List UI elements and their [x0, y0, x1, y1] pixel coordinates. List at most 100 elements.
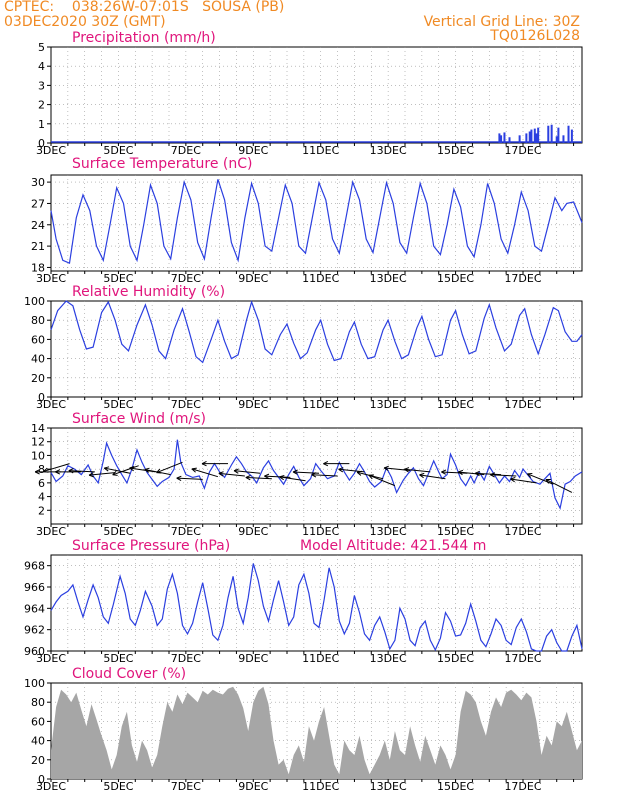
- panel-3-xtick-label: 3DEC: [36, 398, 66, 411]
- panel-4-wind-arrow: [176, 477, 203, 480]
- panel-6-xtick-label: 7DEC: [171, 780, 201, 793]
- panel-3-xtick-label: 7DEC: [171, 398, 201, 411]
- panel-1-precip-bar: [525, 133, 528, 143]
- panel-4-ytick-label: 2: [38, 504, 45, 517]
- panel-1-ytick-label: 2: [38, 99, 45, 112]
- panel-3-title: Relative Humidity (%): [72, 284, 225, 300]
- panel-4-wind-arrowhead: [383, 465, 389, 471]
- panel-3-series-line: [50, 300, 583, 364]
- panel-1-xtick-label: 11DEC: [302, 144, 339, 157]
- panel-3-xtick-label: 17DEC: [504, 398, 541, 411]
- panel-1-precip-bar: [562, 135, 565, 143]
- panel-3-ytick-label: 40: [31, 353, 45, 366]
- panel-2-ytick-label: 21: [31, 240, 45, 253]
- panel-6-xtick-label: 5DEC: [103, 780, 133, 793]
- panel-4-wind-arrowhead: [144, 467, 150, 473]
- panel-4-wind-arrowhead: [43, 467, 49, 473]
- header-grid-note: Vertical Grid Line: 30Z: [423, 14, 580, 30]
- panel-4-wind-arrow: [112, 465, 139, 476]
- panel-4-ytick-label: 12: [31, 436, 45, 449]
- panel-4-wind-arrow: [264, 475, 291, 478]
- panel-4-wind-arrowhead: [323, 461, 329, 467]
- panel-1-xtick-label: 9DEC: [238, 144, 268, 157]
- panel-2-series-line: [50, 179, 583, 265]
- panel-6-cloud-area: [51, 686, 582, 779]
- panel-6-ytick-label: 20: [31, 754, 45, 767]
- panel-5-xtick-label: 5DEC: [103, 652, 133, 665]
- panel-1-precip-bar: [535, 133, 538, 143]
- panel-3-xtick-label: 15DEC: [437, 398, 474, 411]
- panel-1-xtick-label: 3DEC: [36, 144, 66, 157]
- panel-5-ytick-label: 964: [24, 602, 45, 615]
- panel-4-wind-arrowhead: [441, 469, 447, 475]
- panel-1-xtick-label: 7DEC: [171, 144, 201, 157]
- panel-4-title: Surface Wind (m/s): [72, 411, 206, 427]
- panel-2-frame: [50, 174, 583, 272]
- panel-1-ytick-label: 1: [38, 118, 45, 131]
- panel-4-wind-arrow: [545, 479, 573, 493]
- panel-4-wind-arrowhead: [490, 472, 496, 478]
- panel-1-precip-bar: [500, 135, 503, 143]
- panel-1-xtick-label: 5DEC: [103, 144, 133, 157]
- panel-6-xtick-label: 13DEC: [370, 780, 407, 793]
- panel-1-precip-bar: [537, 127, 540, 143]
- panel-4-frame: [50, 427, 583, 525]
- panel-4-wind-arrow: [156, 461, 183, 474]
- panel-4-wind-arrowhead: [218, 471, 224, 477]
- panel-4-xtick-label: 7DEC: [171, 525, 201, 538]
- panel-4-series-line: [50, 439, 583, 511]
- panel-4-wind-arrowhead: [526, 472, 533, 478]
- panel-5-xtick-label: 15DEC: [437, 652, 474, 665]
- panel-4-xtick-label: 13DEC: [370, 525, 407, 538]
- panel-4-wind-arrowhead: [404, 467, 410, 473]
- panel-6-xtick-label: 9DEC: [238, 780, 268, 793]
- panel-2-xtick-label: 5DEC: [103, 272, 133, 285]
- panel-4-xtick-label: 17DEC: [504, 525, 541, 538]
- panel-4-wind-arrowhead: [176, 475, 182, 481]
- panel-3-xtick-label: 13DEC: [370, 398, 407, 411]
- header-run-date: 03DEC2020 30Z (GMT): [4, 14, 166, 30]
- panel-3-ytick-label: 100: [24, 295, 45, 308]
- panel-1-precip-bar: [508, 137, 511, 143]
- panel-1-ytick-label: 0: [38, 137, 45, 150]
- panel-4-wind-arrow: [311, 474, 338, 477]
- panel-4-wind-arrowhead: [338, 467, 344, 473]
- panel-4-wind-arrow: [404, 468, 431, 473]
- panel-4-wind-arrowhead: [474, 470, 480, 477]
- panel-6-title: Cloud Cover (%): [72, 666, 186, 682]
- panel-1-precip-bar: [503, 132, 506, 143]
- panel-4-wind-arrow: [527, 473, 554, 485]
- panel-4-wind-arrow: [104, 467, 131, 474]
- panel-4-ytick-label: 14: [31, 422, 45, 435]
- panel-1-title: Precipitation (mm/h): [72, 30, 216, 46]
- panel-1-ytick-label: 4: [38, 60, 45, 73]
- panel-4-wind-arrowhead: [112, 470, 118, 476]
- panel-5-ytick-label: 968: [24, 560, 45, 573]
- panel-5-ytick-label: 960: [24, 645, 45, 658]
- panel-4-wind-arrow: [475, 472, 502, 476]
- panel-4-wind-arrow: [68, 470, 95, 473]
- panel-4-xtick-label: 5DEC: [103, 525, 133, 538]
- panel-6-ytick-label: 80: [31, 696, 45, 709]
- panel-4-wind-arrowhead: [356, 470, 363, 476]
- panel-6-ytick-label: 0: [38, 773, 45, 786]
- panel-4-wind-arrowhead: [129, 466, 135, 472]
- panel-4-wind-arrow: [245, 476, 272, 480]
- panel-6-ytick-label: 100: [24, 677, 45, 690]
- panel-4-wind-arrow: [233, 470, 261, 474]
- panel-2-ytick-label: 30: [31, 176, 45, 189]
- panel-4-wind-arrow: [441, 471, 468, 474]
- panel-1-precip-bar: [550, 124, 553, 143]
- panel-4-wind-arrowhead: [191, 467, 197, 473]
- panel-3-ytick-label: 60: [31, 333, 45, 346]
- panel-4-wind-arrowhead: [545, 478, 551, 484]
- panel-1-ytick-label: 3: [38, 79, 45, 92]
- panel-2-xtick-label: 3DEC: [36, 272, 66, 285]
- panel-2-xtick-label: 11DEC: [302, 272, 339, 285]
- panel-4-ytick-label: 4: [38, 491, 45, 504]
- panel-3-ytick-label: 80: [31, 314, 45, 327]
- panel-1-precip-bar: [518, 135, 521, 143]
- panel-4-wind-arrowhead: [34, 469, 40, 475]
- panel-6-xtick-label: 3DEC: [36, 780, 66, 793]
